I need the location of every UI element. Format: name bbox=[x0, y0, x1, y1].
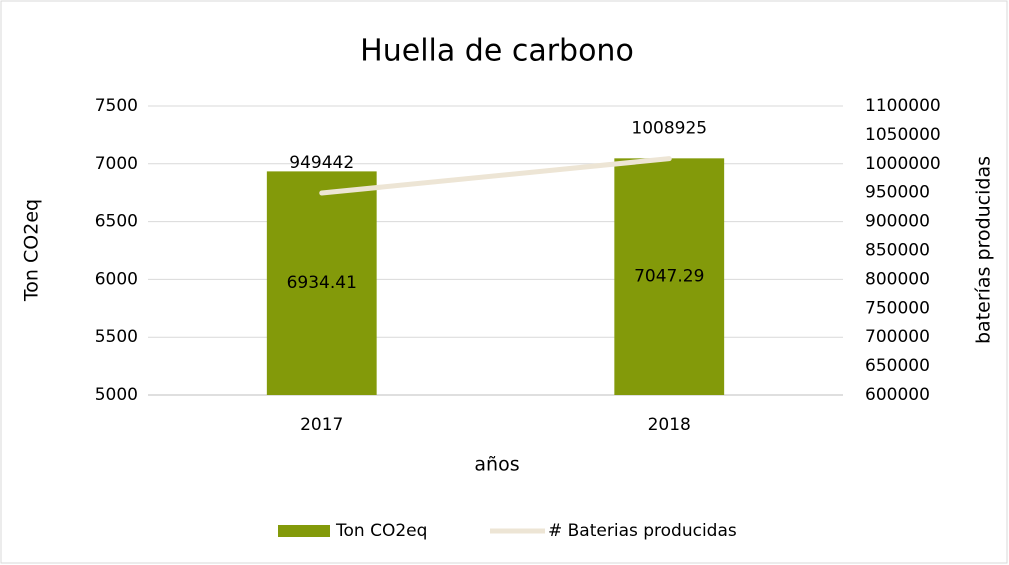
y2-tick-label: 1050000 bbox=[865, 125, 941, 145]
x-tick-label: 2018 bbox=[648, 415, 691, 435]
y2-tick-label: 800000 bbox=[865, 269, 930, 289]
x-tick-label: 2017 bbox=[300, 415, 343, 435]
bar bbox=[614, 158, 725, 395]
y2-tick-label: 600000 bbox=[865, 385, 930, 405]
bar bbox=[266, 171, 377, 395]
y2-tick-label: 750000 bbox=[865, 298, 930, 318]
x-axis-label: años bbox=[474, 454, 519, 476]
y-tick-label: 5500 bbox=[95, 327, 138, 347]
y2-tick-label: 700000 bbox=[865, 327, 930, 347]
bar-value-label: 6934.41 bbox=[287, 273, 357, 293]
line-value-label: 949442 bbox=[289, 153, 354, 173]
y-tick-label: 6000 bbox=[95, 269, 138, 289]
line-value-label: 1008925 bbox=[631, 119, 707, 139]
y-tick-label: 6500 bbox=[95, 212, 138, 232]
chart-title: Huella de carbono bbox=[360, 34, 634, 69]
y-axis-label: Ton CO2eq bbox=[21, 199, 43, 302]
y-tick-label: 7000 bbox=[95, 154, 138, 174]
bar-value-label: 7047.29 bbox=[634, 267, 704, 287]
y2-tick-label: 900000 bbox=[865, 212, 930, 232]
y2-tick-label: 950000 bbox=[865, 183, 930, 203]
y-tick-label: 5000 bbox=[95, 385, 138, 405]
legend-label: Ton CO2eq bbox=[335, 521, 427, 541]
y2-tick-label: 650000 bbox=[865, 356, 930, 376]
y2-tick-label: 1000000 bbox=[865, 154, 941, 174]
legend-swatch bbox=[278, 525, 330, 537]
legend-label: # Baterias producidas bbox=[548, 521, 737, 541]
y2-axis-label: baterías producidas bbox=[973, 156, 995, 344]
line bbox=[319, 156, 672, 196]
y-tick-label: 7500 bbox=[95, 96, 138, 116]
y2-tick-label: 850000 bbox=[865, 241, 930, 261]
y2-tick-label: 1100000 bbox=[865, 96, 941, 116]
